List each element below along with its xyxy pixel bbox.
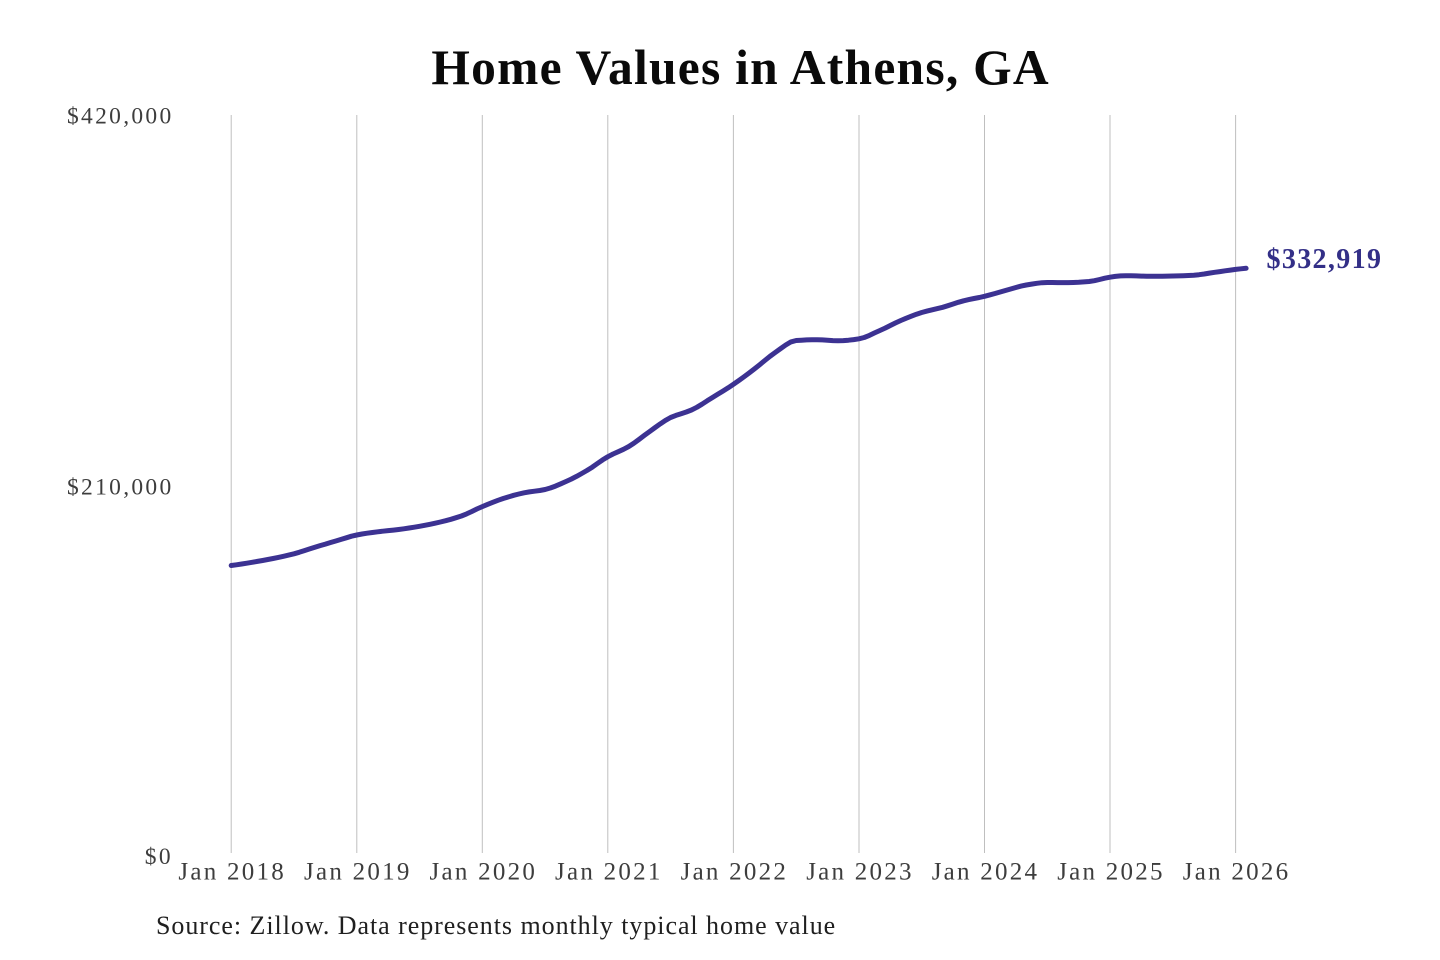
svg-text:Jan 2018: Jan 2018 <box>178 859 286 886</box>
svg-text:$0: $0 <box>145 844 173 870</box>
svg-text:Jan 2024: Jan 2024 <box>932 859 1040 886</box>
svg-text:Jan 2019: Jan 2019 <box>304 859 412 886</box>
svg-text:Jan 2025: Jan 2025 <box>1057 859 1165 886</box>
svg-text:Jan 2020: Jan 2020 <box>430 859 538 886</box>
svg-text:Jan 2023: Jan 2023 <box>806 859 914 886</box>
svg-text:Source: Zillow. Data represent: Source: Zillow. Data represents monthly … <box>156 911 836 940</box>
svg-text:Home Values in Athens, GA: Home Values in Athens, GA <box>431 40 1049 95</box>
svg-text:$420,000: $420,000 <box>67 103 174 129</box>
svg-text:$332,919: $332,919 <box>1267 244 1383 275</box>
svg-text:$210,000: $210,000 <box>67 475 174 501</box>
svg-text:Jan 2026: Jan 2026 <box>1183 859 1291 886</box>
svg-text:Jan 2022: Jan 2022 <box>681 859 789 886</box>
svg-text:Jan 2021: Jan 2021 <box>555 859 663 886</box>
